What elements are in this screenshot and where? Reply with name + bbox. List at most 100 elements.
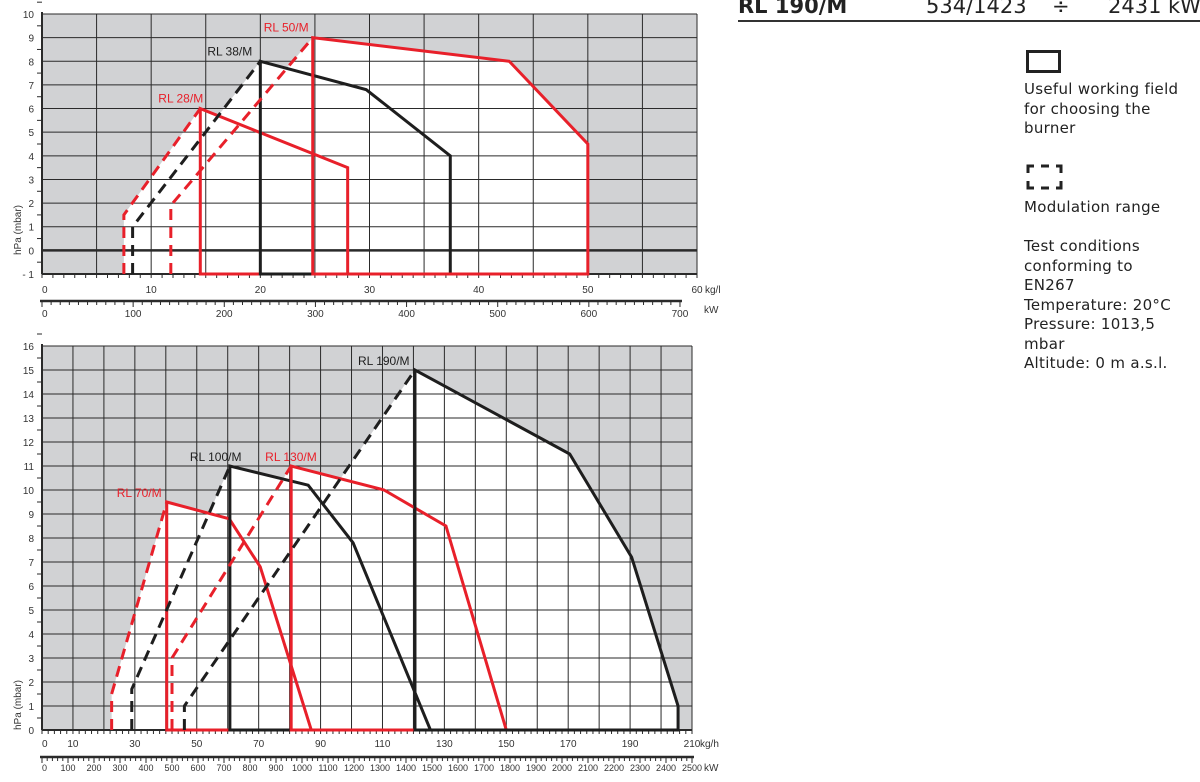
- legend-line: burner: [1024, 119, 1076, 137]
- x-tick-label: 20: [255, 285, 267, 296]
- kw-tick-label: 600: [580, 309, 597, 320]
- header-unit: kW: [1168, 0, 1200, 18]
- kw-tick-label: 100: [60, 763, 75, 773]
- kw-tick-label: 2300: [630, 763, 650, 773]
- kw-tick-label: 900: [268, 763, 283, 773]
- header-model: RL 190/M: [738, 0, 848, 18]
- kw-tick-label: 1700: [474, 763, 494, 773]
- kw-tick-label: 300: [112, 763, 127, 773]
- kw-tick-label: 700: [672, 309, 689, 320]
- modulation-range-line: [131, 60, 262, 274]
- x-tick-label: 10: [146, 285, 158, 296]
- y-tick-label: 4: [28, 630, 34, 641]
- modulation-range-line: [110, 501, 169, 730]
- x-axis-unit: kg/h: [705, 285, 720, 296]
- working-field-legend-icon: [1026, 50, 1061, 73]
- kw-tick-label: 2100: [578, 763, 598, 773]
- y-axis-title: hPa (mbar): [13, 680, 24, 730]
- kw-tick-label: 0: [42, 309, 48, 320]
- y-tick-label: 2: [28, 199, 34, 210]
- header-range-max: 2431: [1108, 0, 1162, 18]
- kw-tick-label: 2400: [656, 763, 676, 773]
- legend-line: for choosing the: [1024, 99, 1151, 118]
- kw-tick-label: 700: [216, 763, 231, 773]
- x-tick-label: 130: [436, 739, 453, 750]
- series-rl-190-m: RL 190/M: [182, 354, 680, 732]
- x-tick-label: 40: [473, 285, 485, 296]
- series-rl-50-m: RL 50/M: [169, 21, 590, 276]
- x-tick-label: 50: [582, 285, 594, 296]
- x-tick-label: 10: [67, 739, 79, 750]
- x-tick-label: 30: [129, 739, 141, 750]
- x-axis-unit: kg/h: [700, 739, 719, 750]
- y-tick-label: 6: [28, 105, 34, 116]
- kw-tick-label: 400: [138, 763, 153, 773]
- kw-tick-label: 1200: [344, 763, 364, 773]
- kw-tick-label: 1300: [370, 763, 390, 773]
- y-tick-label: 11: [24, 462, 35, 473]
- y-tick-label: 8: [28, 57, 34, 68]
- legend-line: mbar: [1024, 334, 1065, 353]
- header-divider: ÷: [1052, 0, 1070, 18]
- x-tick-label: 0: [42, 739, 48, 750]
- kw-tick-label: 1600: [448, 763, 468, 773]
- envelope-fill: [184, 370, 679, 730]
- modulation-range-line: [130, 465, 232, 730]
- modulation-legend-text: Modulation range: [1024, 198, 1161, 216]
- kw-tick-label: 1500: [422, 763, 442, 773]
- kw-tick-label: 1000: [292, 763, 312, 773]
- series-label: RL 70/M: [117, 486, 162, 500]
- header-row: RL 190/M 534/1423 ÷ 2431 kW: [738, 0, 1200, 22]
- x-tick-label: 0: [42, 285, 48, 296]
- kw-tick-label: 100: [125, 309, 142, 320]
- x-tick-label: 60: [691, 285, 703, 296]
- legend-line: conforming to: [1024, 256, 1133, 275]
- x-tick-label: 50: [191, 739, 203, 750]
- y-tick-label: 1: [28, 702, 34, 713]
- kw-tick-label: 1400: [396, 763, 416, 773]
- y-tick-label: 0: [28, 246, 34, 257]
- y-tick-label: 8: [28, 534, 34, 545]
- modulation-legend-icon: [1026, 164, 1063, 190]
- x-tick-label: 150: [498, 739, 515, 750]
- y-tick-label: 7: [28, 558, 34, 569]
- kw-tick-label: 2200: [604, 763, 624, 773]
- kw-axis-unit: kW: [704, 763, 719, 774]
- modulation-range-line: [169, 36, 314, 274]
- y-tick-label: 15: [23, 366, 35, 377]
- y-tick-label: 13: [23, 414, 35, 425]
- x-tick-label: 30: [364, 285, 376, 296]
- header-range-min: 534/1423: [926, 0, 1027, 18]
- y-tick-label: 9: [28, 34, 34, 45]
- kw-tick-label: 800: [242, 763, 257, 773]
- kw-axis-unit: kW: [704, 305, 719, 316]
- y-tick-label: 5: [28, 606, 34, 617]
- kw-tick-label: 600: [190, 763, 205, 773]
- modulation-range-line: [182, 369, 417, 730]
- y-tick-label: 5: [28, 128, 34, 139]
- y-tick-label: 3: [28, 654, 34, 665]
- kw-tick-label: 400: [398, 309, 415, 320]
- x-tick-label: 170: [560, 739, 577, 750]
- x-tick-label: 110: [374, 739, 390, 750]
- y-tick-label: 0: [28, 726, 34, 737]
- y-tick-label: 12: [23, 438, 35, 449]
- legend-line: Test conditions: [1024, 237, 1140, 255]
- legend-line: Altitude: 0 m a.s.l.: [1024, 354, 1168, 372]
- kw-tick-label: 200: [86, 763, 101, 773]
- y-tick-label: 4: [28, 152, 34, 163]
- kw-tick-label: 200: [216, 309, 233, 320]
- series-label: RL 130/M: [265, 450, 317, 464]
- y-tick-label: - 1: [22, 270, 34, 281]
- legend-line: EN267: [1024, 276, 1075, 294]
- kw-tick-label: 1800: [500, 763, 520, 773]
- x-tick-label: 190: [622, 739, 639, 750]
- kw-tick-label: 0: [42, 763, 47, 773]
- y-tick-label: 3: [28, 175, 34, 186]
- modulation-range-line: [170, 465, 293, 730]
- x-tick-label: 70: [253, 739, 265, 750]
- kw-tick-label: 300: [307, 309, 324, 320]
